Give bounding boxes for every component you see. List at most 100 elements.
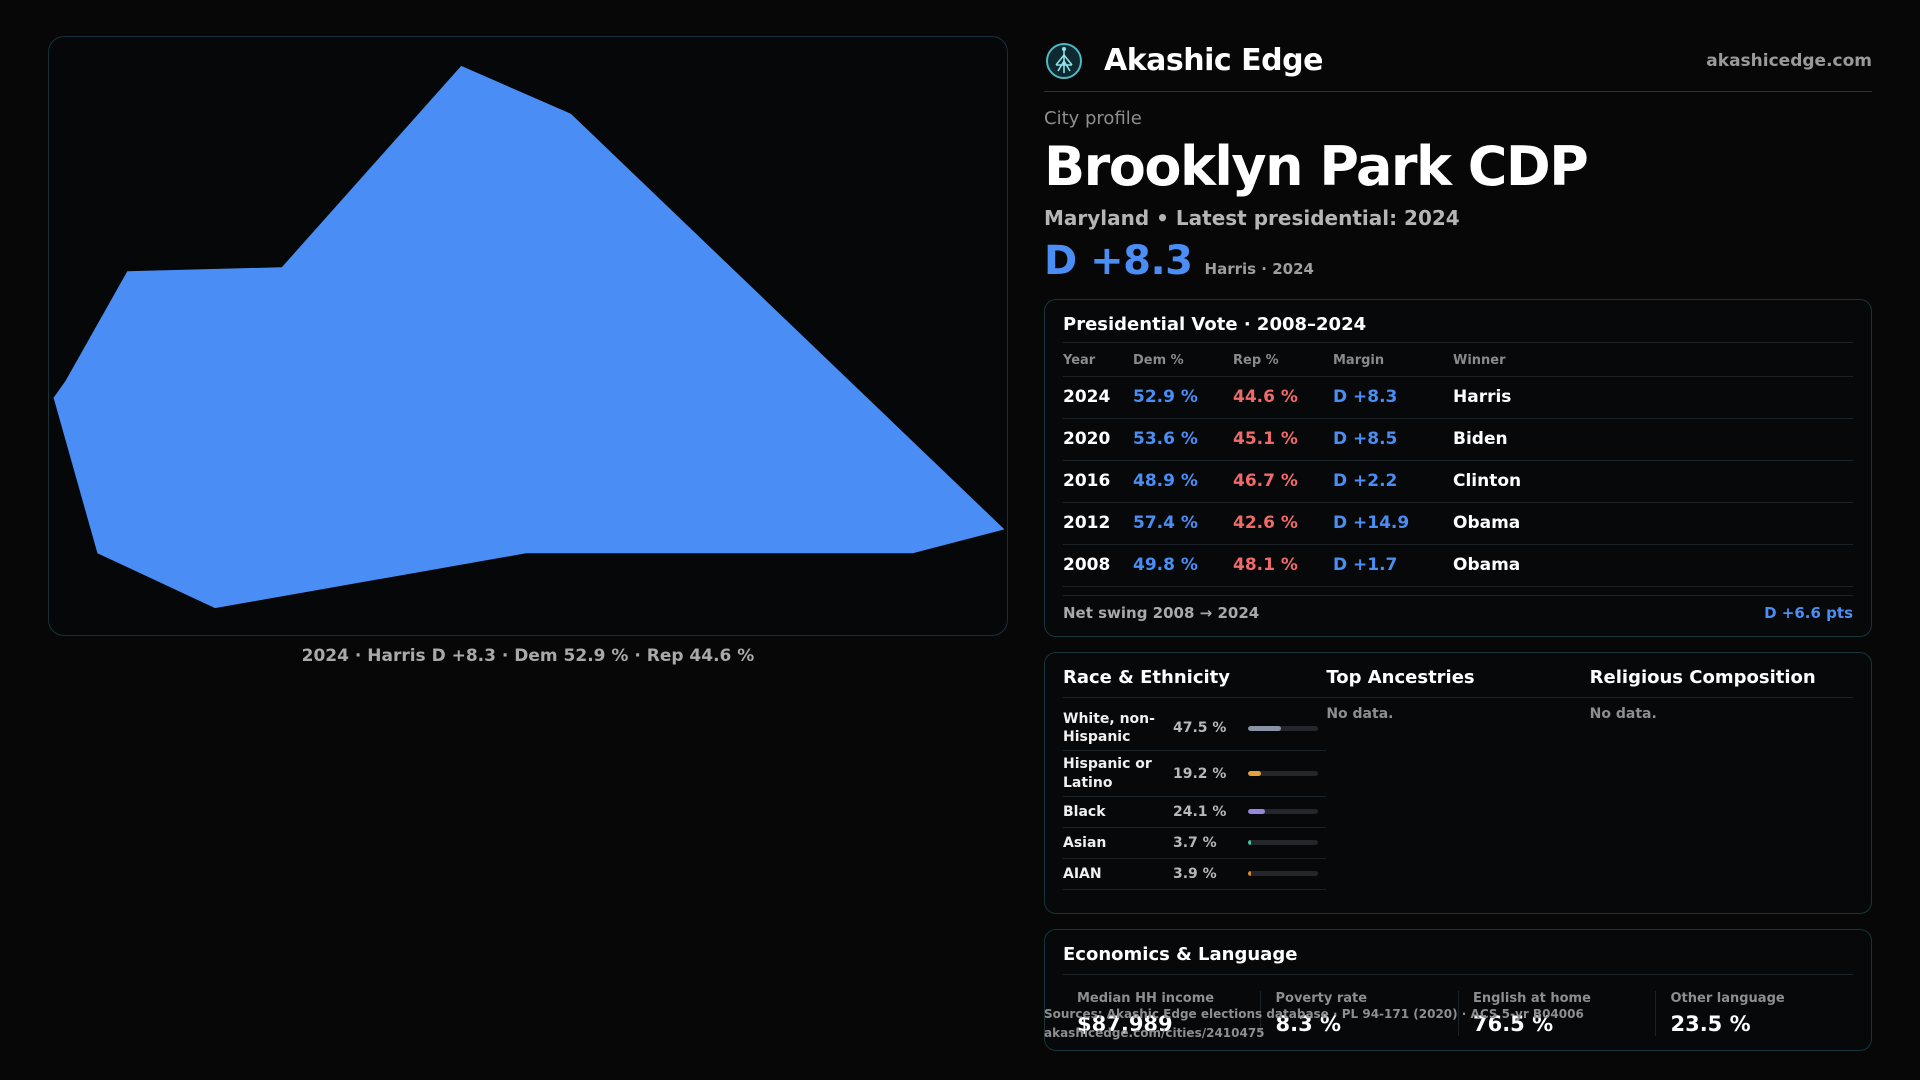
table-row: 2008 49.8 % 48.1 % D +1.7 Obama: [1063, 544, 1853, 587]
presidential-vote-card: Presidential Vote · 2008–2024 Year Dem %…: [1044, 299, 1872, 637]
col-year: Year: [1063, 346, 1133, 377]
cell-year: 2012: [1063, 502, 1133, 545]
religion-section-title: Religious Composition: [1589, 667, 1853, 698]
net-swing-value: D +6.6 pts: [1764, 603, 1853, 622]
race-bar-fill: [1248, 725, 1282, 731]
cell-winner: Obama: [1453, 544, 1853, 587]
map-svg: [53, 65, 1005, 609]
page-title: Brooklyn Park CDP: [1044, 135, 1589, 198]
race-bar: [1248, 840, 1318, 846]
race-pct: 3.9 %: [1173, 865, 1217, 882]
cell-rep: 48.1 %: [1233, 544, 1333, 587]
headline-result: D +8.3 Harris · 2024: [1044, 238, 1872, 284]
race-pct: 3.7 %: [1173, 834, 1217, 851]
ancestries-section-title: Top Ancestries: [1326, 667, 1590, 698]
cell-year: 2020: [1063, 418, 1133, 461]
race-bar: [1248, 809, 1318, 815]
race-bar: [1248, 725, 1318, 731]
col-margin: Margin: [1333, 346, 1453, 377]
tree-of-life-icon: [1046, 42, 1082, 79]
stat-value: 76.5 %: [1472, 1012, 1554, 1036]
table-row: 2012 57.4 % 42.6 % D +14.9 Obama: [1063, 502, 1853, 545]
race-row: White, non-Hispanic 47.5 %: [1063, 706, 1327, 752]
stat-label: Other language: [1670, 991, 1785, 1006]
cell-dem: 53.6 %: [1133, 418, 1233, 461]
cell-dem: 49.8 %: [1133, 544, 1233, 587]
race-bar: [1248, 871, 1318, 877]
map-caption: 2024 · Harris D +8.3 · Dem 52.9 % · Rep …: [301, 646, 755, 666]
stat-poverty-rate: Poverty rate 8.3 %: [1260, 991, 1458, 1036]
brand-name[interactable]: Akashic Edge: [1104, 43, 1323, 78]
race-row: Black 24.1 %: [1063, 797, 1327, 828]
col-rep: Rep %: [1233, 346, 1333, 377]
page-eyebrow: City profile: [1044, 108, 1142, 129]
race-label: Black: [1063, 803, 1106, 820]
economics-language-card: Economics & Language Median HH income $8…: [1044, 929, 1872, 1051]
col-dem: Dem %: [1133, 346, 1233, 377]
cell-rep: 46.7 %: [1233, 460, 1333, 503]
race-label: Hispanic or Latino: [1063, 756, 1152, 791]
footer-sources: Sources: Akashic Edge elections database…: [1044, 1007, 1584, 1021]
race-bar-fill: [1248, 871, 1251, 877]
ancestries-empty-message: No data.: [1326, 706, 1394, 722]
religion-empty-message: No data.: [1589, 706, 1657, 722]
city-boundary-shape: [53, 65, 1005, 609]
demographics-card: Race & Ethnicity White, non-Hispanic 47.…: [1044, 652, 1872, 914]
cell-margin: D +1.7: [1333, 544, 1453, 587]
stat-label: Poverty rate: [1275, 991, 1368, 1006]
headline-note: Harris · 2024: [1204, 260, 1314, 279]
race-pct: 19.2 %: [1173, 765, 1227, 782]
cell-rep: 45.1 %: [1233, 418, 1333, 461]
religious-composition-section: Religious Composition No data.: [1589, 667, 1853, 899]
table-row: 2024 52.9 % 44.6 % D +8.3 Harris: [1063, 376, 1853, 419]
race-bar-fill: [1248, 809, 1265, 815]
cell-rep: 44.6 %: [1233, 376, 1333, 419]
race-row: AIAN 3.9 %: [1063, 859, 1327, 890]
cell-year: 2008: [1063, 544, 1133, 587]
stat-value: 23.5 %: [1670, 1012, 1751, 1036]
stat-value: $87,989: [1077, 1012, 1173, 1036]
brand-url-link[interactable]: akashicedge.com: [1706, 50, 1872, 71]
cell-dem: 52.9 %: [1133, 376, 1233, 419]
race-section-title: Race & Ethnicity: [1063, 667, 1327, 698]
race-label: White, non-Hispanic: [1063, 711, 1155, 746]
race-bar: [1248, 771, 1318, 777]
race-bar-fill: [1248, 840, 1251, 846]
stat-english-at-home: English at home 76.5 %: [1457, 991, 1656, 1036]
col-winner: Winner: [1453, 346, 1853, 377]
headline-margin: D +8.3: [1044, 238, 1193, 285]
page-footer: Sources: Akashic Edge elections database…: [1044, 1005, 1744, 1042]
economics-stats: Median HH income $87,989 Poverty rate 8.…: [1063, 991, 1853, 1036]
table-header-row: Year Dem % Rep % Margin Winner: [1063, 346, 1853, 377]
footer-url-link[interactable]: akashicedge.com/cities/2410475: [1044, 1025, 1265, 1040]
race-row: Hispanic or Latino 19.2 %: [1063, 751, 1327, 797]
city-boundary-map: [48, 36, 1008, 636]
cell-margin: D +8.5: [1333, 418, 1453, 461]
stat-median-income: Median HH income $87,989: [1063, 991, 1260, 1036]
presidential-card-title: Presidential Vote · 2008–2024: [1063, 314, 1853, 343]
top-ancestries-section: Top Ancestries No data.: [1326, 667, 1590, 899]
brand-bar: Akashic Edge akashicedge.com: [1044, 36, 1872, 92]
page-subtitle: Maryland • Latest presidential: 2024: [1044, 206, 1460, 231]
stat-value: 8.3 %: [1275, 1012, 1342, 1036]
table-row: 2020 53.6 % 45.1 % D +8.5 Biden: [1063, 418, 1853, 461]
race-pct: 47.5 %: [1173, 720, 1227, 737]
cell-rep: 42.6 %: [1233, 502, 1333, 545]
cell-dem: 48.9 %: [1133, 460, 1233, 503]
stat-label: Median HH income: [1077, 991, 1215, 1006]
cell-winner: Clinton: [1453, 460, 1853, 503]
cell-dem: 57.4 %: [1133, 502, 1233, 545]
cell-winner: Biden: [1453, 418, 1853, 461]
race-row: Asian 3.7 %: [1063, 828, 1327, 859]
race-ethnicity-section: Race & Ethnicity White, non-Hispanic 47.…: [1063, 667, 1327, 899]
economics-card-title: Economics & Language: [1063, 944, 1853, 975]
race-label: AIAN: [1063, 865, 1102, 882]
profile-header: Akashic Edge akashicedge.com City profil…: [1044, 36, 1872, 284]
stat-label: English at home: [1472, 991, 1591, 1006]
cell-year: 2024: [1063, 376, 1133, 419]
cell-margin: D +2.2: [1333, 460, 1453, 503]
cell-margin: D +8.3: [1333, 376, 1453, 419]
race-pct: 24.1 %: [1173, 803, 1227, 820]
stat-other-language: Other language 23.5 %: [1655, 991, 1853, 1036]
presidential-table: Year Dem % Rep % Margin Winner 2024 52.9…: [1063, 346, 1853, 587]
